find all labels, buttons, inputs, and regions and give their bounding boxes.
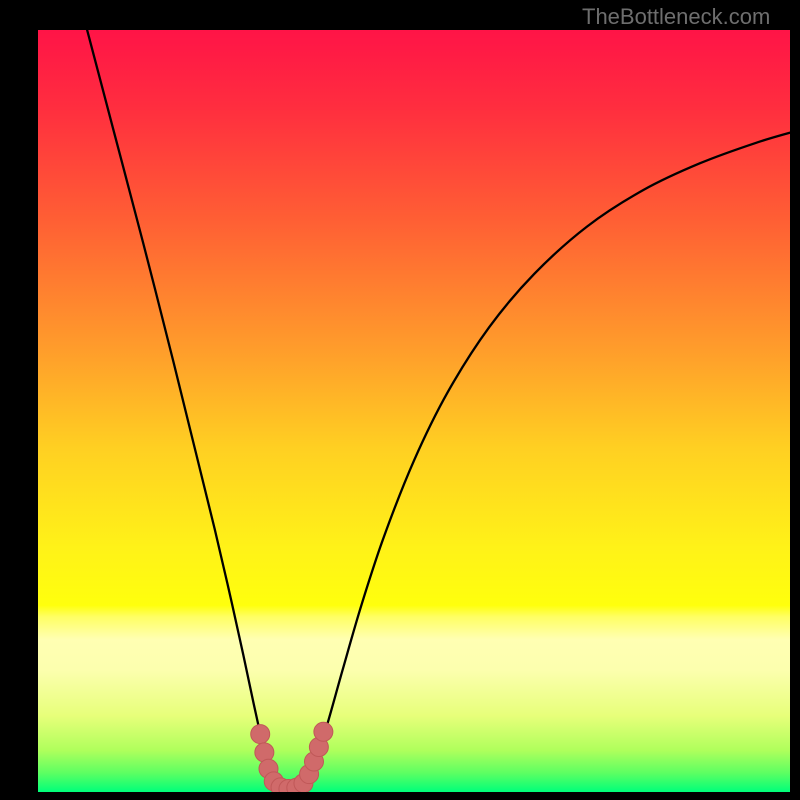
plot-area bbox=[38, 30, 790, 792]
chart-svg bbox=[38, 30, 790, 792]
marker-dot bbox=[255, 743, 274, 762]
marker-dot bbox=[251, 725, 270, 744]
watermark-text: TheBottleneck.com bbox=[582, 4, 770, 30]
marker-dot bbox=[314, 722, 333, 741]
chart-background bbox=[38, 30, 790, 792]
